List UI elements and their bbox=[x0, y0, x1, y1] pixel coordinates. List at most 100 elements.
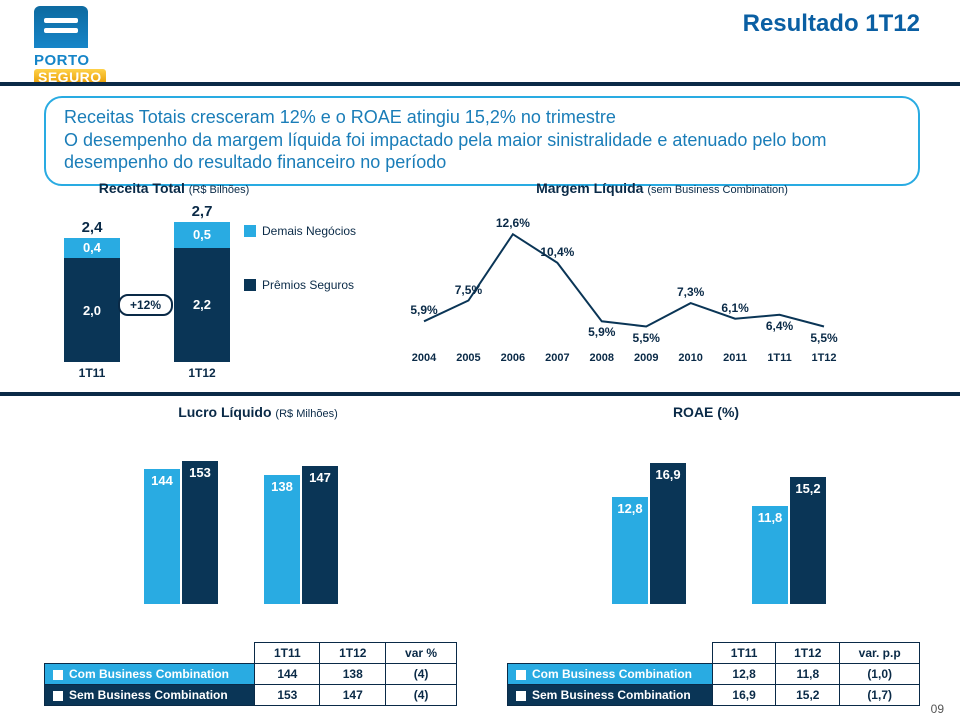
table-rowhead: Com Business Combination bbox=[508, 664, 713, 685]
receita-title-text: Receita Total bbox=[99, 180, 185, 196]
grouped-bar: 153 bbox=[182, 461, 218, 604]
stacked-bar: 0,42,0 bbox=[64, 238, 120, 362]
table-cell: 138 bbox=[320, 664, 386, 685]
line-xtick-label: 1T11 bbox=[767, 352, 791, 364]
margem-title-text: Margem Líquida bbox=[536, 180, 643, 196]
table-roae: 1T111T12var. p.pCom Business Combination… bbox=[507, 642, 920, 706]
line-xtick-label: 2009 bbox=[634, 352, 658, 364]
table-header-cell: 1T11 bbox=[712, 643, 775, 664]
swatch-icon bbox=[244, 279, 256, 291]
grouped-bar: 15,2 bbox=[790, 477, 826, 604]
line-xtick-label: 2011 bbox=[723, 352, 747, 364]
table-header-cell bbox=[508, 643, 713, 664]
table-cell: 147 bbox=[320, 685, 386, 706]
lucro-panel: Lucro Líquido (R$ Milhões) 144153 138147 bbox=[44, 404, 472, 604]
table-row: Sem Business Combination16,915,2(1,7) bbox=[508, 685, 920, 706]
roae-title: ROAE (%) bbox=[492, 404, 920, 420]
line-point-label: 10,4% bbox=[540, 245, 574, 259]
grouped-bar: 16,9 bbox=[650, 463, 686, 604]
line-xtick-label: 2007 bbox=[545, 352, 569, 364]
bar-segment: 2,2 bbox=[174, 248, 230, 362]
table-header-cell: var % bbox=[386, 643, 457, 664]
table-lucro: 1T111T12var %Com Business Combination144… bbox=[44, 642, 457, 706]
callout-line2: O desempenho da margem líquida foi impac… bbox=[64, 129, 900, 174]
line-xtick-label: 2006 bbox=[501, 352, 525, 364]
line-xtick-label: 2004 bbox=[412, 352, 436, 364]
bar-total-label: 2,4 bbox=[64, 219, 120, 236]
table-cell: (4) bbox=[386, 685, 457, 706]
line-point-label: 7,3% bbox=[677, 285, 704, 299]
table-cell: 153 bbox=[255, 685, 320, 706]
grouped-bar: 138 bbox=[264, 475, 300, 604]
bar-total-label: 2,7 bbox=[174, 203, 230, 220]
line-point-label: 6,1% bbox=[721, 301, 748, 315]
line-point-label: 5,9% bbox=[410, 303, 437, 317]
bar-segment: 0,5 bbox=[174, 222, 230, 248]
legend-item-premios: Prêmios Seguros bbox=[244, 278, 356, 292]
grouped-bar: 12,8 bbox=[612, 497, 648, 604]
bar-category-label: 1T12 bbox=[174, 366, 230, 380]
table-cell: 16,9 bbox=[712, 685, 775, 706]
table-cell: 144 bbox=[255, 664, 320, 685]
summary-callout: Receitas Totais cresceram 12% e o ROAE a… bbox=[44, 96, 920, 186]
grouped-bar: 144 bbox=[144, 469, 180, 604]
page-title: Resultado 1T12 bbox=[743, 10, 920, 38]
roae-panel: ROAE (%) 12,816,911,815,2 bbox=[492, 404, 920, 604]
table-rowhead: Sem Business Combination bbox=[508, 685, 713, 706]
receita-title: Receita Total (R$ Bilhões) bbox=[44, 180, 304, 196]
brand-line1: PORTO bbox=[34, 52, 154, 69]
line-point-label: 12,6% bbox=[496, 216, 530, 230]
legend-item-demais: Demais Negócios bbox=[244, 224, 356, 238]
lucro-plot: 144153 138147 bbox=[44, 428, 472, 604]
table-row: Com Business Combination144138(4) bbox=[45, 664, 457, 685]
table-cell: 15,2 bbox=[776, 685, 840, 706]
table-rowhead: Com Business Combination bbox=[45, 664, 255, 685]
lucro-title-text: Lucro Líquido bbox=[178, 404, 271, 420]
header: PORTO SEGURO Resultado 1T12 bbox=[0, 0, 960, 100]
margem-panel: Margem Líquida (sem Business Combination… bbox=[404, 180, 920, 380]
brand-mark-icon bbox=[34, 6, 88, 48]
line-point-label: 7,5% bbox=[455, 283, 482, 297]
line-xtick-label: 2008 bbox=[590, 352, 614, 364]
tables-row: 1T111T12var %Com Business Combination144… bbox=[44, 642, 920, 706]
table-cell: 12,8 bbox=[712, 664, 775, 685]
table-cell: (4) bbox=[386, 664, 457, 685]
callout-line1: Receitas Totais cresceram 12% e o ROAE a… bbox=[64, 106, 900, 129]
row-charts-bottom: Lucro Líquido (R$ Milhões) 144153138147 … bbox=[44, 404, 920, 604]
legend-label: Prêmios Seguros bbox=[262, 278, 354, 292]
swatch-icon bbox=[244, 225, 256, 237]
line-point-label: 6,4% bbox=[766, 319, 793, 333]
bar-segment: 0,4 bbox=[64, 238, 120, 259]
grouped-bar: 147 bbox=[302, 466, 338, 604]
table-cell: (1,7) bbox=[840, 685, 920, 706]
table-row: Sem Business Combination153147(4) bbox=[45, 685, 457, 706]
table-rowhead: Sem Business Combination bbox=[45, 685, 255, 706]
line-point-label: 5,9% bbox=[588, 325, 615, 339]
legend-label: Demais Negócios bbox=[262, 224, 356, 238]
receita-title-sub: (R$ Bilhões) bbox=[189, 184, 250, 196]
table-header-cell: 1T11 bbox=[255, 643, 320, 664]
stacked-bar: 0,52,2 bbox=[174, 222, 230, 362]
brand-logo: PORTO SEGURO bbox=[34, 6, 154, 87]
table-header-cell: var. p.p bbox=[840, 643, 920, 664]
page-number: 09 bbox=[931, 702, 944, 716]
lucro-title: Lucro Líquido (R$ Milhões) bbox=[44, 404, 472, 420]
receita-panel: Receita Total (R$ Bilhões) 2,4 0,42,0 1T11… bbox=[44, 180, 384, 380]
table-header-cell bbox=[45, 643, 255, 664]
lucro-title-sub: (R$ Milhões) bbox=[275, 408, 337, 420]
table-cell: 11,8 bbox=[776, 664, 840, 685]
line-point-label: 5,5% bbox=[633, 331, 660, 345]
table-header-cell: 1T12 bbox=[320, 643, 386, 664]
margem-plot: 5,9% 7,5% 12,6% 10,4% 5,9% 5,5% 7,3% 6,1% 6,4% 5,… bbox=[404, 200, 920, 380]
line-xtick-label: 2005 bbox=[456, 352, 480, 364]
header-rule bbox=[0, 82, 960, 86]
receita-legend: Demais Negócios Prêmios Seguros bbox=[244, 220, 356, 296]
table-header-cell: 1T12 bbox=[776, 643, 840, 664]
row-charts-top: Receita Total (R$ Bilhões) 2,4 0,42,0 1T11… bbox=[44, 180, 920, 380]
table-row: Com Business Combination12,811,8(1,0) bbox=[508, 664, 920, 685]
bar-category-label: 1T11 bbox=[64, 366, 120, 380]
margem-title-sub: (sem Business Combination) bbox=[647, 184, 788, 196]
line-point-label: 5,5% bbox=[810, 331, 837, 345]
growth-badge: +12% bbox=[118, 294, 173, 316]
margem-title: Margem Líquida (sem Business Combination… bbox=[404, 180, 920, 196]
